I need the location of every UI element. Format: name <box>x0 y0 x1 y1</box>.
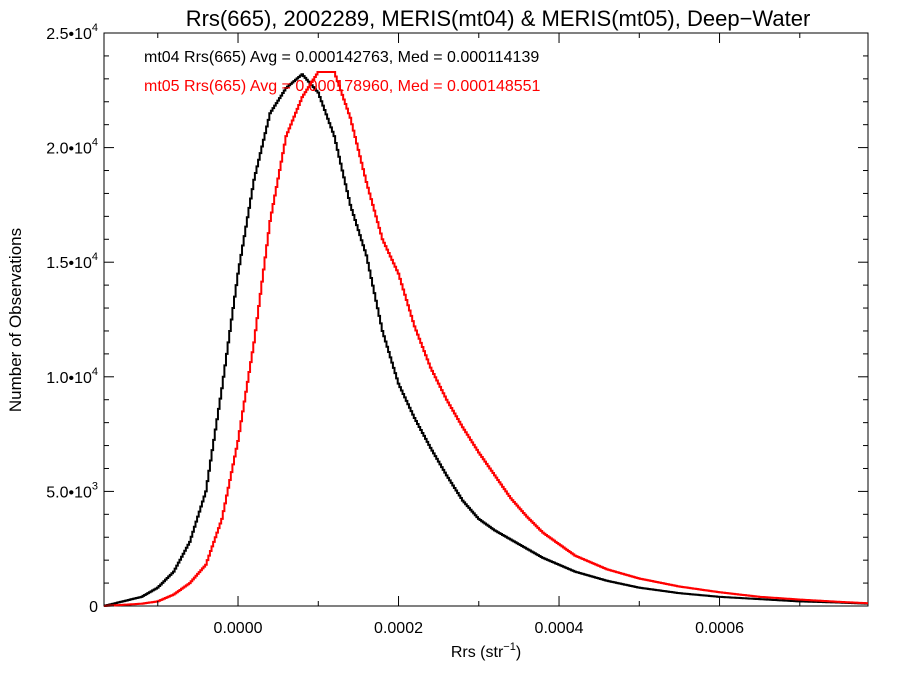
y-tick-label-base: 0 <box>89 599 98 616</box>
y-tick-label-base: 2.5•10 <box>46 26 92 43</box>
y-tick-label-exponent: 3 <box>92 480 98 492</box>
x-axis-label-exponent: −1 <box>503 641 516 653</box>
x-tick-label: 0.0000 <box>214 620 263 637</box>
y-tick-label-base: 1.5•10 <box>46 255 92 272</box>
series-annotation-mt04: mt04 Rrs(665) Avg = 0.000142763, Med = 0… <box>144 49 539 66</box>
y-tick-label-exponent: 4 <box>92 22 98 34</box>
y-tick-label-base: 2.0•10 <box>46 141 92 158</box>
x-axis-label-close: ) <box>516 644 521 661</box>
x-tick-label: 0.0002 <box>374 620 423 637</box>
plot-frame <box>103 32 869 607</box>
x-tick-label: 0.0006 <box>695 620 744 637</box>
plot-area: 0.0000 0.0002 0.0004 0.000605.0•1031.0•1041… <box>46 22 869 637</box>
y-tick-label: 2.0•104 <box>46 137 98 158</box>
x-axis-label: Rrs (str−1) <box>451 641 521 661</box>
x-tick-label: 0.0004 <box>535 620 584 637</box>
y-tick-label: 1.0•104 <box>46 366 98 387</box>
y-tick-label-exponent: 4 <box>92 366 98 378</box>
y-axis-label: Number of Observations <box>6 228 25 412</box>
y-tick-label: 1.5•104 <box>46 251 98 272</box>
y-tick-label: 0 <box>89 599 98 616</box>
series-line-mt04 <box>104 73 868 607</box>
y-tick-label-exponent: 4 <box>92 137 98 149</box>
series-line-mt05 <box>104 70 868 607</box>
y-tick-label: 5.0•103 <box>46 480 98 501</box>
x-axis-label-base: Rrs (str <box>451 644 504 661</box>
y-tick-label-base: 5.0•10 <box>46 484 92 501</box>
chart-title: Rrs(665), 2002289, MERIS(mt04) & MERIS(m… <box>186 6 811 31</box>
y-tick-label-exponent: 4 <box>92 251 98 263</box>
y-tick-label: 2.5•104 <box>46 22 98 43</box>
y-tick-label-base: 1.0•10 <box>46 370 92 387</box>
series-annotation-mt05: mt05 Rrs(665) Avg = 0.000178960, Med = 0… <box>144 78 541 95</box>
